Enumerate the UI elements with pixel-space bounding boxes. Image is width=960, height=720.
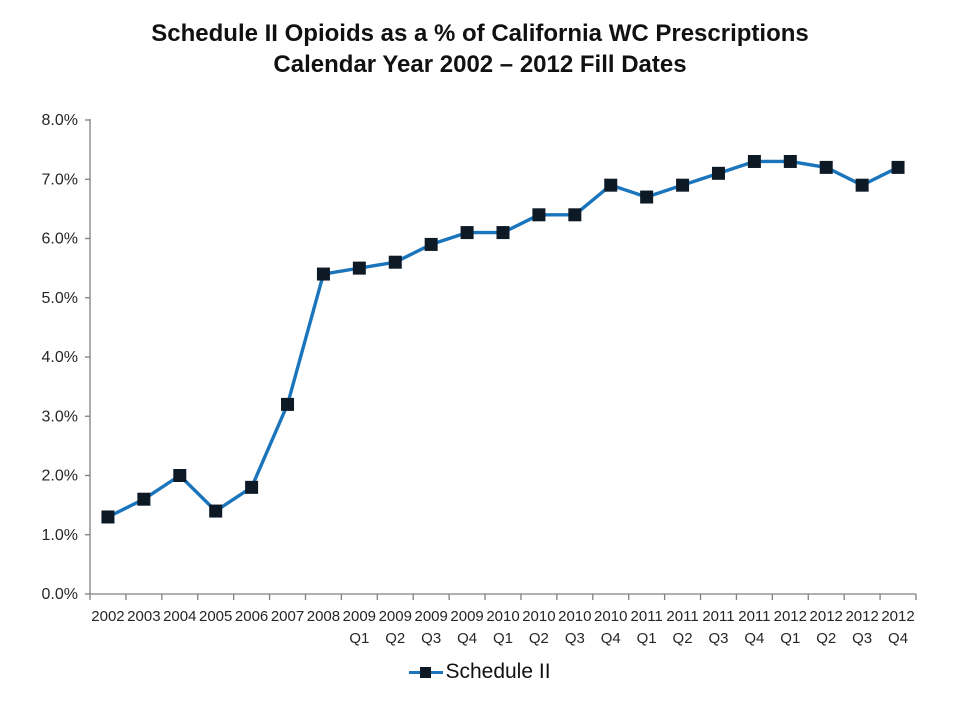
data-point-marker	[568, 208, 582, 222]
x-axis-tick-label-quarter: Q4	[888, 630, 908, 647]
x-axis-tick-label-year: 2008	[307, 608, 340, 625]
x-axis-tick-label-quarter: Q4	[457, 630, 477, 647]
x-axis-tick-label-year: 2005	[199, 608, 232, 625]
data-point-marker	[460, 226, 474, 240]
x-axis-tick-label-quarter: Q2	[529, 630, 549, 647]
y-axis-tick-label: 0.0%	[42, 586, 78, 603]
x-axis-tick-label-quarter: Q1	[493, 630, 513, 647]
x-axis-tick-label-year: 2009	[450, 608, 483, 625]
y-axis-tick-label: 7.0%	[42, 171, 78, 188]
data-point-marker	[891, 160, 905, 174]
data-point-marker	[388, 255, 402, 269]
x-axis-tick-label-year: 2009	[414, 608, 447, 625]
data-point-marker	[137, 492, 151, 506]
x-axis-tick-label-quarter: Q1	[780, 630, 800, 647]
data-point-marker	[209, 504, 223, 518]
data-point-marker	[783, 154, 797, 168]
x-axis-tick-label-year: 2003	[127, 608, 160, 625]
legend-marker-icon	[420, 666, 432, 678]
data-point-marker	[604, 178, 618, 192]
data-point-marker	[747, 154, 761, 168]
x-axis-tick-label-quarter: Q3	[421, 630, 441, 647]
x-axis-tick-label-year: 2010	[594, 608, 627, 625]
data-point-marker	[173, 469, 187, 482]
x-axis-tick-label-year: 2007	[271, 608, 304, 625]
x-axis-tick-label-quarter: Q3	[565, 630, 585, 647]
data-point-marker	[245, 480, 259, 494]
x-axis-tick-label-quarter: Q1	[349, 630, 369, 647]
x-axis-tick-label-year: 2004	[163, 608, 196, 625]
data-point-marker	[640, 190, 654, 204]
x-axis-tick-label-year: 2011	[738, 608, 770, 625]
y-axis-tick-label: 5.0%	[42, 290, 78, 307]
data-point-marker	[532, 208, 546, 222]
chart-title-line2: Calendar Year 2002 – 2012 Fill Dates	[273, 51, 687, 78]
data-point-marker	[281, 397, 295, 411]
legend-key	[409, 665, 444, 679]
x-axis-tick-label-year: 2011	[666, 608, 698, 625]
y-axis-tick-label: 4.0%	[42, 349, 78, 366]
x-axis-tick-label-year: 2010	[558, 608, 591, 625]
data-point-marker	[855, 178, 869, 192]
data-point-marker	[424, 237, 438, 251]
legend-label: Schedule II	[445, 660, 551, 683]
x-axis-tick-label-year: 2011	[702, 608, 734, 625]
data-point-marker	[711, 166, 725, 180]
x-axis-tick-label-year: 2012	[881, 608, 914, 625]
data-point-marker	[819, 160, 833, 174]
x-axis-tick-label-year: 2010	[522, 608, 555, 625]
x-axis-tick-label-quarter: Q4	[601, 630, 621, 647]
x-axis-tick-label-quarter: Q2	[673, 630, 693, 647]
x-axis-tick-label-year: 2012	[845, 608, 878, 625]
y-axis-tick-label: 6.0%	[42, 231, 78, 248]
x-axis-tick-label-year: 2006	[235, 608, 268, 625]
x-axis-tick-label-quarter: Q2	[816, 630, 836, 647]
x-axis-tick-label-year: 2009	[379, 608, 412, 625]
series-line	[106, 159, 900, 519]
x-axis-tick-label-quarter: Q3	[852, 630, 872, 647]
data-point-marker	[676, 178, 690, 192]
x-axis-tick-label-year: 2012	[774, 608, 807, 625]
x-axis-tick-label-year: 2012	[810, 608, 843, 625]
x-axis-tick-label-year: 2009	[343, 608, 376, 625]
y-axis-tick-label: 8.0%	[42, 112, 78, 129]
x-axis-tick-label-quarter: Q3	[708, 630, 728, 647]
y-axis-tick-label: 1.0%	[42, 527, 78, 544]
chart-legend: Schedule II	[0, 657, 960, 687]
y-axis-tick-label: 3.0%	[42, 408, 78, 425]
data-point-marker	[101, 510, 115, 524]
data-point-marker	[316, 267, 330, 281]
x-axis-tick-label-quarter: Q4	[744, 630, 764, 647]
chart-title: Schedule II Opioids as a % of California…	[0, 18, 960, 80]
y-axis-tick-label: 2.0%	[42, 468, 78, 485]
data-point-marker	[496, 226, 510, 240]
chart-title-line1: Schedule II Opioids as a % of California…	[151, 20, 809, 47]
data-point-marker	[352, 261, 366, 275]
x-axis-tick-label-quarter: Q1	[637, 630, 657, 647]
x-axis-tick-label-quarter: Q2	[385, 630, 405, 647]
x-axis-tick-label-year: 2002	[91, 608, 124, 625]
x-axis-tick-label-year: 2011	[631, 608, 663, 625]
x-axis-tick-label-year: 2010	[486, 608, 519, 625]
